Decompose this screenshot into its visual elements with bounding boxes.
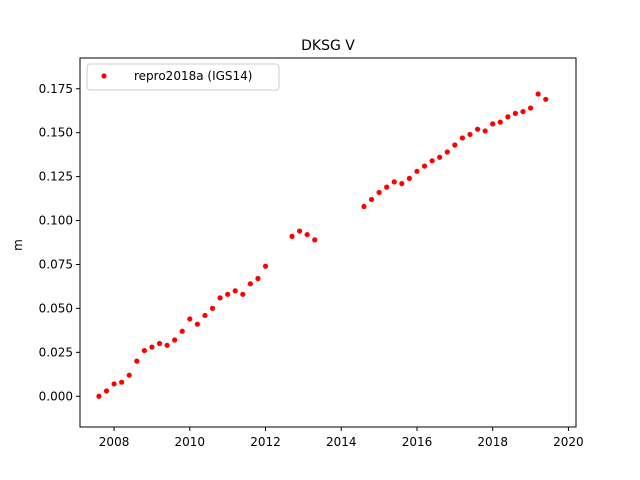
y-tick-label: 0.150 [39,126,73,140]
data-point [187,316,193,322]
data-point [421,163,428,169]
data-point [111,381,117,387]
data-point [172,337,178,343]
y-tick-label: 0.050 [39,301,73,315]
data-point [297,228,303,234]
data-point [149,344,155,350]
data-point [520,108,526,115]
y-tick-label: 0.025 [39,345,73,359]
legend: repro2018a (IGS14) [86,63,280,91]
data-point [452,142,458,148]
x-tick-label: 2018 [477,435,508,449]
x-tick-label: 2014 [326,435,357,449]
data-point [141,347,147,354]
data-point [247,281,253,287]
data-point [164,342,170,348]
data-point [368,196,375,203]
data-point [384,184,390,190]
data-point [490,121,496,127]
data-point [482,128,488,134]
x-tick-label: 2012 [250,435,281,449]
y-tick-label: 0.075 [39,257,73,271]
chart-title: DKSG V [301,38,355,54]
data-point [126,372,132,378]
data-point [255,275,261,282]
data-point [467,131,473,138]
y-tick-label: 0.100 [39,214,73,228]
data-point [459,135,466,141]
data-point [527,105,534,111]
data-point [429,158,435,164]
legend-label: repro2018a (IGS14) [134,69,252,83]
data-point [209,305,216,311]
legend-marker [101,73,107,79]
data-point [414,168,420,174]
data-point [376,189,382,196]
data-point [474,126,481,132]
y-axis: 0.000 0.025 0.050 0.075 0.100 0.125 0.150 0.175 [39,82,80,403]
data-point [119,379,125,385]
y-tick-label: 0.175 [39,82,73,96]
plot-frame [79,57,577,428]
data-point [535,91,541,97]
x-tick-label: 2010 [175,435,206,449]
data-point [134,358,140,364]
data-point [289,233,295,239]
data-point [505,114,511,120]
data-point [437,154,443,160]
data-point [406,175,413,181]
y-tick-label: 0.125 [39,170,73,184]
data-point [497,119,503,125]
data-point [225,291,231,297]
data-points [96,91,549,399]
data-point [194,321,200,327]
data-point [156,340,163,347]
y-tick-label: 0.000 [39,389,73,403]
data-point [103,388,110,394]
data-point [217,295,223,301]
data-point [399,181,405,187]
x-tick-label: 2016 [402,435,433,449]
data-point [444,149,450,155]
x-tick-label: 2020 [553,435,584,449]
data-point [512,110,519,116]
data-point [543,96,549,102]
data-point [232,288,238,294]
x-tick-label: 2008 [99,435,130,449]
data-point [361,203,367,210]
data-point [391,179,397,185]
data-point [262,263,269,269]
data-point [179,328,185,334]
data-point [202,312,208,319]
y-axis-label: m [11,239,25,251]
data-point [312,237,318,243]
legend-box [86,63,280,91]
data-point [304,231,310,238]
data-point [240,291,246,297]
x-axis: 2008 2010 2012 2014 2016 2018 2020 [99,427,584,449]
data-point [96,393,102,399]
